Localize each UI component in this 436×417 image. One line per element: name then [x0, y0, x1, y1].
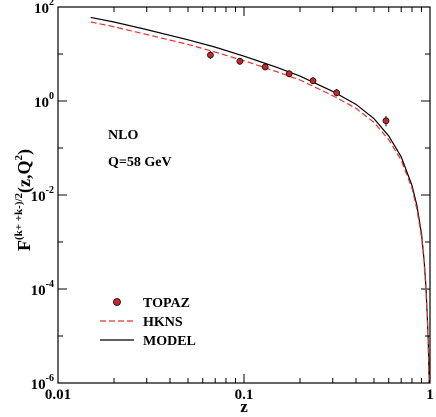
data-point-topaz	[309, 77, 317, 85]
data-point-topaz	[236, 57, 244, 65]
plot-frame	[57, 6, 431, 384]
x-tick-label: 1	[426, 387, 434, 403]
y-axis-label-superscript: (k+ +k-)/2	[13, 192, 25, 240]
data-point-topaz	[207, 51, 214, 59]
x-axis-ticks	[57, 7, 431, 383]
y-axis-label-base: F	[14, 240, 34, 251]
y-axis-tick-labels: 10-6 10-4 10-2 100 102	[31, 0, 54, 393]
x-axis-tick-labels: 0.01 0.1 1	[45, 387, 434, 403]
y-tick-label: 10-6	[31, 373, 54, 393]
x-axis-label: z	[240, 397, 248, 416]
series-layer	[90, 16, 430, 383]
y-tick-label: 10-4	[31, 279, 54, 299]
y-axis-label: F(k+ +k-)/2(z,Q2)	[13, 149, 35, 251]
x-tick-label: 0.1	[235, 387, 254, 403]
legend-label-hkns: HKNS	[143, 315, 183, 330]
legend: TOPAZ HKNS MODEL	[100, 296, 196, 349]
y-tick-label: 102	[34, 0, 54, 17]
x-tick-label: 0.01	[45, 387, 71, 403]
legend-marker-topaz	[113, 298, 121, 306]
svg-text:F(k+ +k-)/2(z,Q2): F(k+ +k-)/2(z,Q2)	[13, 149, 35, 251]
marker-layer	[207, 51, 390, 127]
y-axis-label-args-superscript: 2	[13, 154, 25, 160]
data-point-topaz	[333, 89, 341, 97]
series-line-hkns	[90, 21, 430, 383]
data-point-topaz	[382, 117, 390, 125]
annotation-q: Q=58 GeV	[108, 155, 172, 170]
annotation-nlo: NLO	[108, 128, 138, 143]
data-point-topaz	[285, 70, 293, 78]
y-tick-label: 10-2	[31, 185, 54, 205]
data-point-topaz	[261, 63, 269, 71]
y-axis-label-args: (z,Q	[14, 160, 35, 192]
y-axis-ticks	[58, 6, 430, 384]
y-axis-label-close: )	[14, 149, 35, 155]
y-tick-label: 100	[34, 91, 54, 111]
legend-label-model: MODEL	[143, 334, 196, 349]
series-line-model	[90, 16, 430, 383]
legend-label-topaz: TOPAZ	[143, 296, 190, 311]
